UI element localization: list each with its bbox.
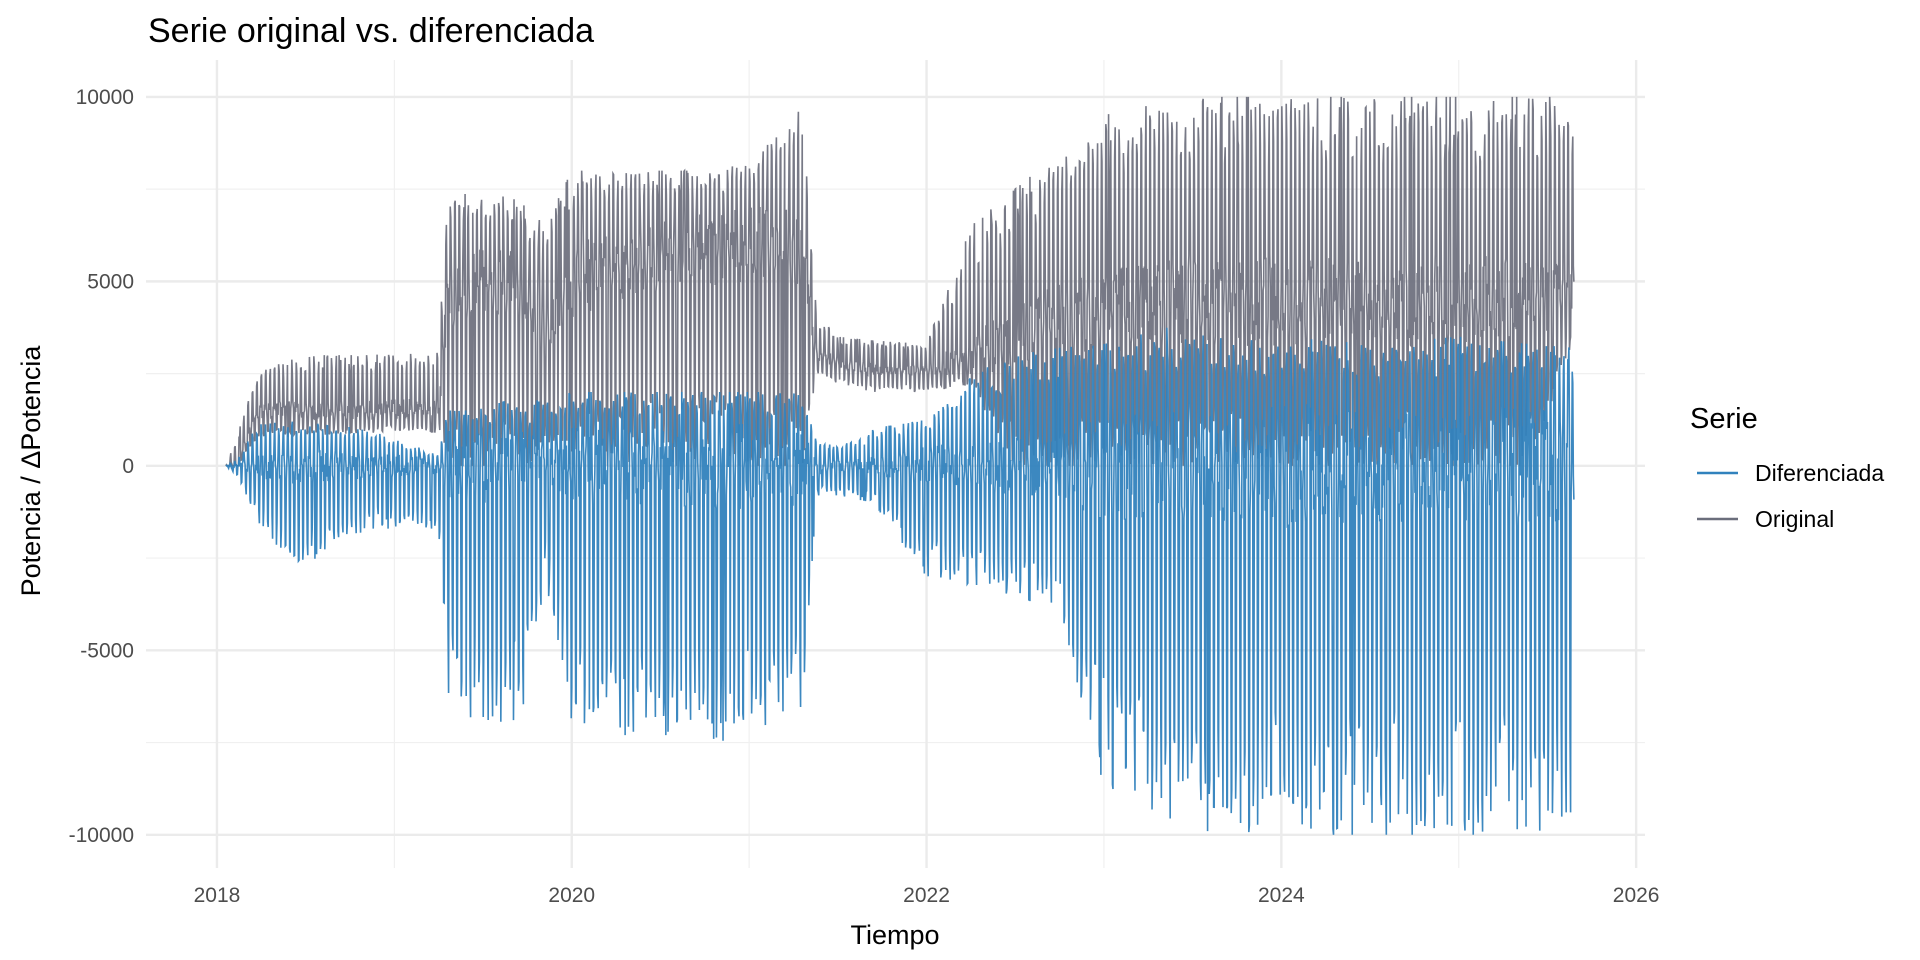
- x-axis-title: Tiempo: [850, 920, 939, 950]
- series-line-diferenciada: [225, 327, 1575, 835]
- legend-title: Serie: [1690, 403, 1758, 435]
- y-axis-ticks: -10000 -5000 0 5000 10000: [69, 86, 134, 847]
- chart-title: Serie original vs. diferenciada: [148, 12, 594, 50]
- series-line-original: [225, 96, 1575, 467]
- y-tick-label: 0: [122, 455, 134, 478]
- y-tick-label: -10000: [69, 824, 134, 847]
- x-axis-ticks: 2018 2020 2022 2024 2026: [194, 884, 1660, 907]
- legend-label-original: Original: [1755, 506, 1834, 532]
- y-tick-label: -5000: [80, 639, 134, 662]
- legend: Serie Diferenciada Original: [1690, 403, 1884, 532]
- x-tick-label: 2026: [1613, 884, 1660, 907]
- y-tick-label: 5000: [87, 270, 134, 293]
- x-tick-label: 2018: [194, 884, 241, 907]
- x-tick-label: 2022: [903, 884, 950, 907]
- series-layer: [225, 96, 1575, 835]
- legend-label-diferenciada: Diferenciada: [1755, 460, 1884, 486]
- x-tick-label: 2020: [548, 884, 595, 907]
- x-tick-label: 2024: [1258, 884, 1305, 907]
- y-axis-title: Potencia / ΔPotencia: [16, 345, 46, 597]
- y-tick-label: 10000: [76, 86, 134, 109]
